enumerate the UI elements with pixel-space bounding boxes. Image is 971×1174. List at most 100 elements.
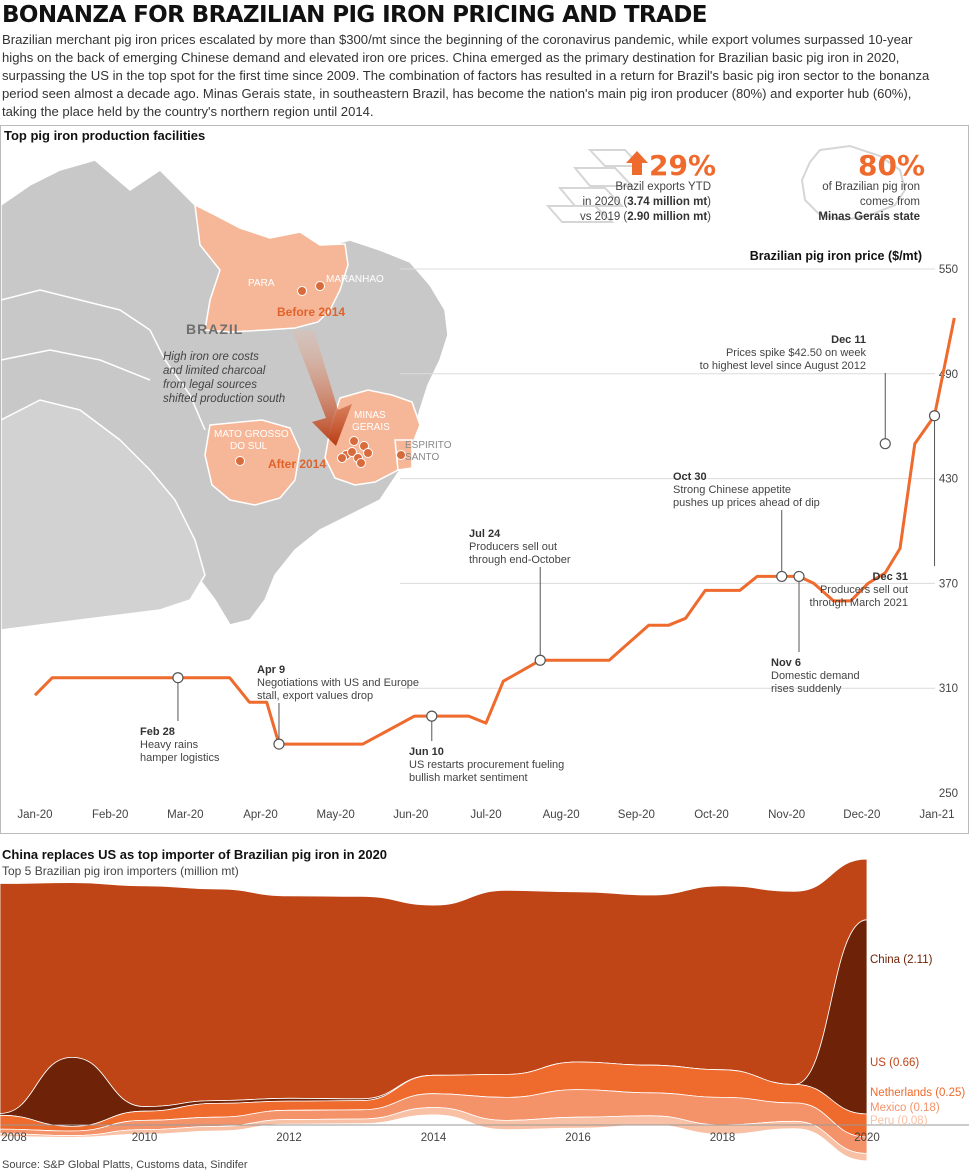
series-label-peru: Peru (0.08) bbox=[870, 1115, 928, 1127]
x-tick-label: Dec-20 bbox=[843, 809, 880, 821]
annotation-marker bbox=[928, 410, 941, 422]
facility-dot-espirito bbox=[396, 450, 406, 460]
x-tick-label: Jun-20 bbox=[393, 809, 428, 821]
annotation-marker bbox=[172, 672, 184, 684]
price-x-ticks: Jan-20 Feb-20 Mar-20 Apr-20 May-20 Jun-20 Jul-… bbox=[17, 809, 954, 821]
annotation-text: pushes up prices ahead of dip bbox=[673, 497, 820, 509]
exports-stat-line-2: in 2020 (3.74 million mt) bbox=[583, 196, 712, 208]
x-tick-label: May-20 bbox=[316, 809, 354, 821]
y-tick-label: 370 bbox=[939, 578, 958, 590]
annotation-date: Jun 10 bbox=[409, 746, 444, 758]
y-tick-label: 310 bbox=[939, 683, 958, 695]
x-tick-label: Oct-20 bbox=[694, 809, 729, 821]
annotation-date: Dec 31 bbox=[873, 571, 908, 583]
annotation-date: Oct 30 bbox=[673, 471, 707, 483]
annotation-text: Domestic demand bbox=[771, 670, 860, 682]
stream-series-labels: China (2.11) US (0.66) Netherlands (0.25) M… bbox=[870, 954, 965, 1127]
x-tick-label: Apr-20 bbox=[243, 809, 278, 821]
share-stat-line-2: comes from bbox=[860, 196, 920, 208]
stream-x-tick: 2016 bbox=[565, 1132, 591, 1144]
price-chart-title: Brazilian pig iron price ($/mt) bbox=[750, 249, 922, 263]
brazil-map: PARA MARANHAO Before 2014 BRAZIL High ir… bbox=[1, 147, 471, 633]
share-stat-line-3: Minas Gerais state bbox=[818, 211, 920, 223]
map-title: Top pig iron production facilities bbox=[4, 128, 206, 143]
stream-x-tick: 2012 bbox=[276, 1132, 302, 1144]
y-tick-label: 250 bbox=[939, 788, 958, 800]
x-tick-label: Mar-20 bbox=[167, 809, 203, 821]
production-shift-arrow bbox=[292, 330, 352, 446]
label-before-2014: Before 2014 bbox=[277, 305, 345, 319]
annotation-text: bullish market sentiment bbox=[409, 772, 528, 784]
annotation-marker bbox=[776, 570, 788, 583]
intro-paragraph: Brazilian merchant pig iron prices escal… bbox=[2, 32, 930, 119]
label-espirito-1: ESPIRITO bbox=[405, 440, 452, 451]
exports-stat-value: 29% bbox=[649, 149, 716, 182]
facility-dot-maranhao bbox=[315, 281, 325, 291]
x-tick-label: Jul-20 bbox=[470, 809, 501, 821]
share-stat-value: 80% bbox=[858, 149, 925, 182]
series-label-us: US (0.66) bbox=[870, 1057, 919, 1069]
annotation-date: Feb 28 bbox=[140, 726, 175, 738]
label-maranhao: MARANHAO bbox=[326, 274, 384, 285]
annotation-text: Producers sell out bbox=[820, 584, 908, 596]
stream-x-tick: 2018 bbox=[710, 1132, 736, 1144]
label-minas-2: GERAIS bbox=[352, 422, 390, 433]
map-note-line-1: High iron ore costs bbox=[163, 351, 259, 363]
label-mato-1: MATO GROSSO bbox=[214, 429, 289, 440]
label-espirito-2: SANTO bbox=[405, 452, 439, 463]
annotation-text: through end-October bbox=[469, 554, 571, 566]
label-brazil: BRAZIL bbox=[186, 321, 243, 337]
annotation-text: Heavy rains bbox=[140, 739, 199, 751]
annotation-marker bbox=[426, 710, 438, 722]
annotation-text: Negotiations with US and Europe bbox=[257, 677, 419, 689]
map-note-line-2: and limited charcoal bbox=[163, 365, 266, 377]
annotation-date: Apr 9 bbox=[257, 664, 285, 676]
exports-stat-line-3: vs 2019 (2.90 million mt) bbox=[580, 211, 711, 223]
annotation-text: Producers sell out bbox=[469, 541, 557, 553]
headline: BONANZA FOR BRAZILIAN PIG IRON PRICING A… bbox=[2, 2, 707, 28]
brazil-map-icon bbox=[800, 144, 907, 222]
annotation-marker bbox=[879, 438, 891, 450]
annotation-text: Strong Chinese appetite bbox=[673, 484, 791, 496]
annotation-date: Jul 24 bbox=[469, 528, 501, 540]
stream-x-tick: 2010 bbox=[132, 1132, 158, 1144]
series-label-china: China (2.11) bbox=[870, 954, 933, 966]
annotation-marker bbox=[534, 654, 546, 666]
series-label-netherlands: Netherlands (0.25) bbox=[870, 1087, 965, 1099]
x-tick-label: Sep-20 bbox=[618, 809, 655, 821]
annotation-text: through March 2021 bbox=[810, 597, 908, 609]
stream-x-ticks: 2008 2010 2012 2014 2016 2018 2020 bbox=[1, 1132, 880, 1144]
exports-stat: 29% Brazil exports YTD in 2020 (3.74 mil… bbox=[545, 149, 716, 223]
label-mato-2: DO SUL bbox=[230, 441, 268, 452]
importers-stream-chart: 2008 2010 2012 2014 2016 2018 2020 China (2.11… bbox=[0, 858, 969, 1162]
price-panel bbox=[0, 125, 969, 834]
y-tick-label: 430 bbox=[939, 474, 958, 486]
stream-x-tick: 2020 bbox=[854, 1132, 880, 1144]
stream-layer-peru bbox=[0, 1107, 868, 1162]
price-chart: Brazilian pig iron price ($/mt) 55049043… bbox=[17, 249, 958, 821]
annotation-text: to highest level since August 2012 bbox=[700, 360, 866, 372]
exports-stat-line-1: Brazil exports YTD bbox=[615, 181, 711, 193]
stream-x-tick: 2008 bbox=[1, 1132, 27, 1144]
land-north-border bbox=[1, 289, 206, 431]
price-gridlines bbox=[400, 268, 935, 689]
share-stat: 80% of Brazilian pig iron comes from Min… bbox=[800, 144, 925, 223]
state-para-maranhao bbox=[194, 203, 349, 333]
share-stat-line-1: of Brazilian pig iron bbox=[822, 181, 920, 193]
label-after-2014: After 2014 bbox=[268, 457, 326, 471]
facility-dot-mato-grosso bbox=[235, 456, 245, 466]
annotation-marker bbox=[793, 570, 805, 583]
up-arrow-icon bbox=[626, 151, 648, 175]
y-tick-label: 550 bbox=[939, 264, 958, 276]
map-note-line-3: from legal sources bbox=[163, 379, 257, 391]
stream-layers bbox=[0, 858, 868, 1162]
annotation-text: stall, export values drop bbox=[257, 690, 373, 702]
annotation-date: Dec 11 bbox=[831, 334, 866, 346]
annotation-date: Nov 6 bbox=[771, 657, 801, 669]
facility-cluster-minas bbox=[337, 436, 373, 468]
x-tick-label: Jan-21 bbox=[919, 809, 954, 821]
importers-title: China replaces US as top importer of Bra… bbox=[2, 847, 388, 862]
label-para: PARA bbox=[248, 278, 275, 289]
